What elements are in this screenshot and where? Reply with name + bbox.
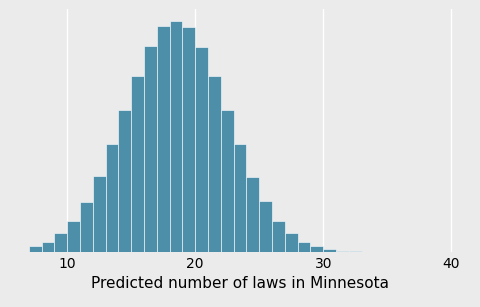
X-axis label: Predicted number of laws in Minnesota: Predicted number of laws in Minnesota (91, 276, 389, 291)
Bar (144, 46, 157, 252)
Bar (336, 251, 349, 252)
Bar (221, 110, 234, 252)
Bar (169, 21, 182, 252)
Bar (259, 200, 272, 252)
Bar (80, 202, 93, 252)
Bar (272, 220, 285, 252)
Bar (323, 249, 336, 252)
Bar (157, 26, 169, 252)
Bar (119, 110, 131, 252)
Bar (195, 47, 208, 252)
Bar (349, 251, 361, 252)
Bar (208, 76, 221, 252)
Bar (106, 144, 119, 252)
Bar (298, 242, 311, 252)
Bar (54, 233, 67, 252)
Bar (311, 246, 323, 252)
Bar (182, 27, 195, 252)
Bar (131, 76, 144, 252)
Bar (285, 233, 298, 252)
Bar (29, 246, 42, 252)
Bar (246, 177, 259, 252)
Bar (42, 242, 54, 252)
Bar (67, 220, 80, 252)
Bar (93, 176, 106, 252)
Bar (234, 144, 246, 252)
